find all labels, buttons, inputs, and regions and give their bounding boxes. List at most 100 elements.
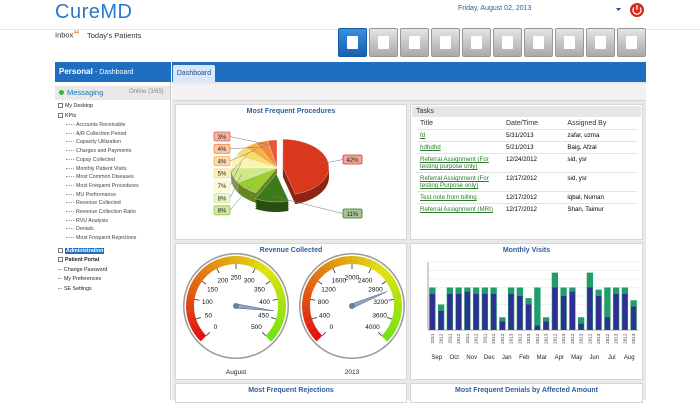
icon-glyph xyxy=(626,36,637,49)
messaging-bar: Messaging Online (3/65) xyxy=(55,86,170,100)
nav: Inbox44 Today's Patients xyxy=(55,30,141,40)
task-title[interactable]: hdhdhd xyxy=(417,142,503,154)
tree-item[interactable]: Accounts Receivable xyxy=(66,122,125,128)
logo[interactable]: CureMD xyxy=(55,1,132,24)
tree-item[interactable]: MU Performance xyxy=(66,192,116,198)
task-cell: 12/17/2012 xyxy=(503,173,564,192)
task-title[interactable]: fd xyxy=(417,130,503,142)
task-cell: zafar, uzma xyxy=(564,130,637,142)
tree-line xyxy=(66,124,74,125)
task-title[interactable]: Test note from billing xyxy=(417,192,503,204)
inbox-link[interactable]: Inbox xyxy=(55,31,73,40)
icon-glyph xyxy=(471,36,482,49)
tree-item[interactable]: Charges and Payments xyxy=(66,148,131,154)
tree-item[interactable]: My Desktop xyxy=(58,103,93,109)
column-header: Title xyxy=(417,118,503,130)
task-title[interactable]: Referral Assignment (For testing purpose… xyxy=(417,154,503,173)
tree-line xyxy=(58,269,62,270)
tree-line xyxy=(66,133,74,134)
tree-item[interactable]: A/R Collection Period xyxy=(66,131,126,137)
toolbar-icon[interactable] xyxy=(338,28,367,57)
revenue-panel: Revenue Collected xyxy=(175,243,407,380)
task-cell: 12/17/2012 xyxy=(503,204,564,216)
tree-item[interactable]: Revenue Collection Ratio xyxy=(66,209,136,215)
column-header: Assigned By xyxy=(564,118,637,130)
date: Friday, August 02, 2013 xyxy=(458,5,531,12)
task-title[interactable]: Referral Assignment (MRI) xyxy=(417,204,503,216)
toolbar-icon[interactable] xyxy=(555,28,584,57)
date-dropdown[interactable] xyxy=(616,8,621,11)
task-row: Referral Assignment (For testing purpose… xyxy=(417,154,637,173)
tree-item[interactable]: Most Frequent Procedures xyxy=(66,183,139,189)
tree-item[interactable]: Copay Collected xyxy=(66,157,115,163)
column-header: Date/Time xyxy=(503,118,564,130)
tree-line xyxy=(66,237,74,238)
tree-item[interactable]: Capacity Utilization xyxy=(66,139,121,145)
toolbar-icon[interactable] xyxy=(524,28,553,57)
tree-label: Administration xyxy=(65,248,104,254)
inbox-count: 44 xyxy=(73,30,79,36)
tree-label: Revenue Collection Ratio xyxy=(76,209,136,215)
toolbar-icon[interactable] xyxy=(431,28,460,57)
tree-line xyxy=(66,185,74,186)
task-cell: 12/17/2012 xyxy=(503,192,564,204)
toolbar-icon[interactable] xyxy=(369,28,398,57)
tree-item[interactable]: RVU Analysis xyxy=(66,218,108,224)
tree-item[interactable]: Revenue Collected xyxy=(66,200,121,206)
power-glyph xyxy=(633,8,641,15)
tree-line xyxy=(66,168,74,169)
tab[interactable]: Dashboard xyxy=(173,65,215,82)
tree-label: Denials xyxy=(76,226,94,232)
tree-line xyxy=(66,176,74,177)
tree-label: A/R Collection Period xyxy=(76,131,126,137)
tree-item[interactable]: KPIs xyxy=(58,113,76,119)
tab-bar xyxy=(172,62,646,82)
tree-label: Capacity Utilization xyxy=(76,139,121,145)
panel-title: Most Frequent Denials by Affected Amount xyxy=(411,387,642,394)
sidebar-header: Personal - Dashboard xyxy=(55,62,171,82)
tree-label: Patient Portal xyxy=(65,257,99,263)
toolbar-icon[interactable] xyxy=(617,28,646,57)
tree-item[interactable]: Administration xyxy=(58,248,104,254)
toolbar-icon[interactable] xyxy=(493,28,522,57)
tree-line xyxy=(66,228,74,229)
task-cell: Shan, Taimur xyxy=(564,204,637,216)
toolbar-icon[interactable] xyxy=(586,28,615,57)
icon-glyph xyxy=(564,36,575,49)
icon-glyph xyxy=(440,36,451,49)
rejections-panel: Most Frequent Rejections xyxy=(175,383,407,403)
power-button[interactable] xyxy=(630,3,644,17)
tree-item[interactable]: SE Settings xyxy=(58,286,92,292)
tree-label: Most Frequent Procedures xyxy=(76,183,139,189)
tree-item[interactable]: Most Frequent Rejections xyxy=(66,235,136,241)
visits-panel: Monthly Visits xyxy=(410,243,643,380)
task-cell: Baig, Afzal xyxy=(564,142,637,154)
toolbar-icon[interactable] xyxy=(462,28,491,57)
tree-label: SE Settings xyxy=(64,286,92,292)
denials-panel: Most Frequent Denials by Affected Amount xyxy=(410,383,643,403)
task-cell: sid, ysr xyxy=(564,154,637,173)
icon-glyph xyxy=(533,36,544,49)
task-title[interactable]: Referral Assignment (For testing Purpose… xyxy=(417,173,503,192)
tree-label: MU Performance xyxy=(76,192,116,198)
tree-item[interactable]: My Preferences xyxy=(58,276,101,282)
tree-label: Most Common Diseases xyxy=(76,174,134,180)
tree-label: Copay Collected xyxy=(76,157,115,163)
task-cell: 12/24/2012 xyxy=(503,154,564,173)
tree-label: Monthly Patient Visits xyxy=(76,166,127,172)
tree-item[interactable]: Most Common Diseases xyxy=(66,174,134,180)
tree-item[interactable]: Patient Portal xyxy=(58,257,99,263)
tree-item[interactable]: Monthly Patient Visits xyxy=(66,166,127,172)
toolbar-icon[interactable] xyxy=(400,28,429,57)
messaging[interactable]: Messaging xyxy=(67,88,103,97)
tree-label: My Desktop xyxy=(65,103,93,109)
tree-item[interactable]: Change Password xyxy=(58,267,107,273)
tree-label: KPIs xyxy=(65,113,76,119)
expand-box xyxy=(58,248,63,253)
expand-box xyxy=(58,113,63,118)
today-link[interactable]: Today's Patients xyxy=(87,31,141,40)
tree-item[interactable]: Denials xyxy=(66,226,94,232)
